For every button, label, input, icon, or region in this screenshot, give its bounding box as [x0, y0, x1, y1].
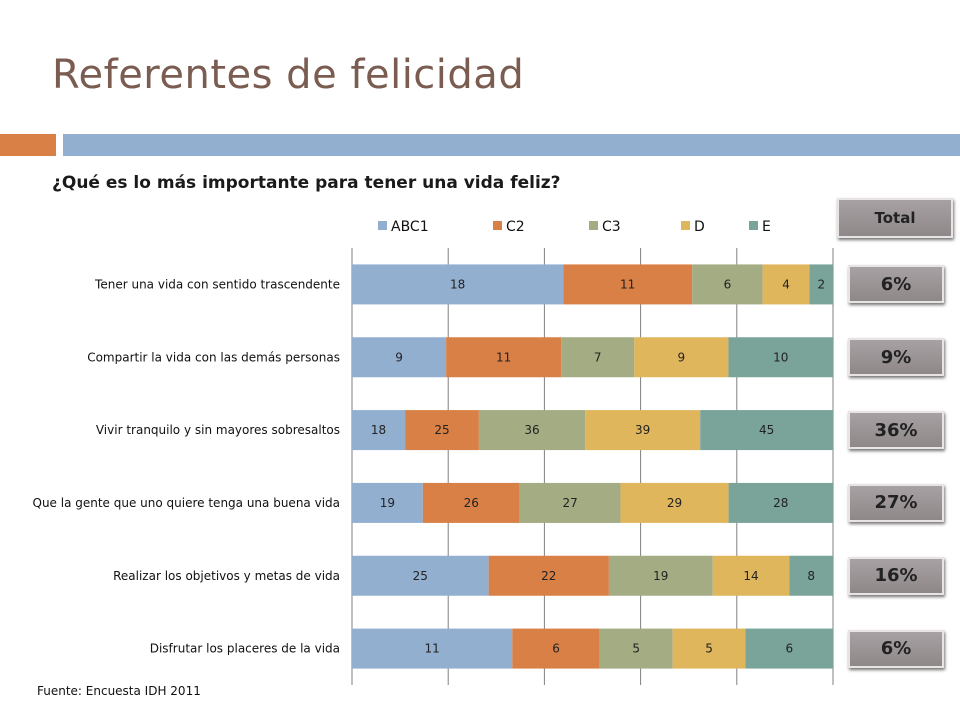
data-label: 11: [496, 350, 511, 364]
accent-bar-blue: [63, 134, 960, 156]
legend-label: ABC1: [391, 219, 429, 235]
bar-segment: [352, 337, 447, 378]
bar-segment: [599, 628, 673, 669]
legend-label: E: [762, 219, 771, 235]
bar-segment: [745, 628, 833, 669]
data-label: 29: [667, 496, 682, 510]
data-label: 9: [395, 350, 403, 364]
legend-label: C3: [602, 219, 621, 235]
legend-swatch: [749, 221, 758, 230]
data-label: 5: [632, 642, 640, 656]
bar-segment: [620, 482, 729, 523]
category-label: Vivir tranquilo y sin mayores sobresalto…: [96, 423, 340, 437]
data-label: 8: [807, 569, 815, 583]
legend-swatch: [681, 221, 690, 230]
legend-label: D: [694, 219, 705, 235]
data-label: 28: [773, 496, 788, 510]
bar-segment: [352, 555, 489, 596]
total-value-box: 16%: [848, 556, 944, 595]
category-label: Compartir la vida con las demás personas: [87, 350, 340, 364]
data-label: 36: [524, 423, 539, 437]
bar-segment: [561, 337, 635, 378]
legend-swatch: [378, 221, 387, 230]
legend-swatch: [589, 221, 598, 230]
slide-title: Referentes de felicidad: [52, 52, 525, 98]
data-label: 25: [413, 569, 428, 583]
bar-segment: [692, 264, 763, 305]
bar-segment: [352, 628, 513, 669]
data-label: 6: [552, 642, 560, 656]
bar-segment: [422, 482, 520, 523]
bar-segment: [352, 264, 564, 305]
data-label: 45: [759, 423, 774, 437]
data-label: 27: [562, 496, 577, 510]
category-label: Tener una vida con sentido trascendente: [94, 277, 340, 291]
category-label: Realizar los objetivos y metas de vida: [113, 569, 340, 583]
total-value-box: 6%: [848, 629, 944, 668]
bar-segment: [789, 555, 833, 596]
bar-segment: [563, 264, 693, 305]
data-label: 2: [817, 277, 825, 291]
bar-segment: [762, 264, 810, 305]
bar-segment: [446, 337, 562, 378]
legend-label: C2: [506, 219, 525, 235]
category-label: Que la gente que uno quiere tenga una bu…: [33, 496, 341, 510]
bar-segment: [352, 482, 423, 523]
data-label: 39: [635, 423, 650, 437]
bar-segment: [728, 337, 833, 378]
category-label: Disfrutar los placeres de la vida: [150, 642, 340, 656]
bar-segment: [728, 482, 833, 523]
total-value-box: 36%: [848, 411, 944, 450]
data-label: 18: [450, 277, 465, 291]
bar-segment: [352, 410, 406, 451]
data-label: 11: [620, 277, 635, 291]
total-value-box: 6%: [848, 265, 944, 304]
data-label: 6: [724, 277, 732, 291]
data-label: 4: [782, 277, 790, 291]
data-label: 5: [705, 642, 713, 656]
bar-segment: [634, 337, 729, 378]
data-label: 11: [425, 642, 440, 656]
total-header: Total: [837, 198, 953, 238]
data-label: 7: [594, 350, 602, 364]
data-label: 6: [785, 642, 793, 656]
total-value-box: 27%: [848, 483, 944, 522]
source-note: Fuente: Encuesta IDH 2011: [37, 684, 201, 698]
data-label: 19: [653, 569, 668, 583]
data-label: 25: [434, 423, 449, 437]
chart-question: ¿Qué es lo más importante para tener una…: [52, 173, 561, 193]
bar-segment: [519, 482, 621, 523]
bar-segment: [809, 264, 833, 305]
data-label: 22: [541, 569, 556, 583]
accent-bar-orange: [0, 134, 56, 156]
bar-segment: [488, 555, 609, 596]
bar-segment: [712, 555, 790, 596]
bar-segment: [700, 410, 833, 451]
bar-segment: [478, 410, 586, 451]
data-label: 26: [464, 496, 479, 510]
data-label: 10: [773, 350, 788, 364]
legend-swatch: [493, 221, 502, 230]
bar-segment: [405, 410, 479, 451]
bar-segment: [585, 410, 701, 451]
data-label: 18: [371, 423, 386, 437]
bar-segment: [608, 555, 713, 596]
bar-segment: [672, 628, 746, 669]
data-label: 14: [743, 569, 758, 583]
bar-segment: [512, 628, 600, 669]
data-label: 19: [380, 496, 395, 510]
data-label: 9: [678, 350, 686, 364]
total-value-box: 9%: [848, 338, 944, 377]
